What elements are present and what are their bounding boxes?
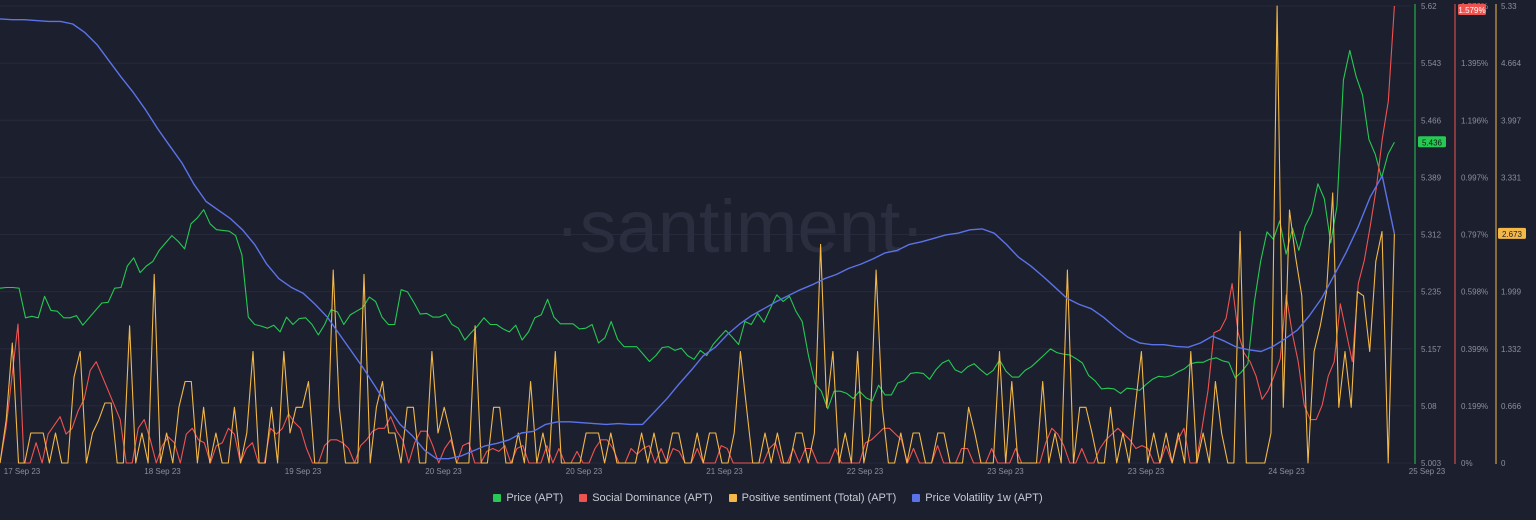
x-tick-label: 25 Sep 23 (1409, 467, 1446, 476)
current-value-badge-price: 5.436 (1418, 136, 1446, 148)
legend-item-price[interactable]: Price (APT) (493, 492, 563, 504)
legend-label-price-volatility: Price Volatility 1w (APT) (925, 492, 1043, 504)
series-line-price (0, 49, 1395, 410)
y-tick-label-social_dominance: 0.199% (1461, 402, 1488, 411)
badge-bg-social_dominance (1458, 4, 1486, 15)
y-tick-label-price: 5.466 (1421, 116, 1442, 125)
legend-label-positive-sentiment: Positive sentiment (Total) (APT) (741, 492, 897, 504)
badge-text-positive_sentiment: 2.673 (1502, 230, 1523, 239)
y-tick-label-positive_sentiment: 0 (1501, 459, 1506, 468)
x-tick-label: 20 Sep 23 (425, 467, 462, 476)
legend-swatch-social-dominance (579, 494, 588, 502)
x-tick-label: 23 Sep 23 (987, 467, 1024, 476)
y-tick-label-social_dominance: 1.196% (1461, 116, 1488, 125)
x-tick-label: 22 Sep 23 (847, 467, 884, 476)
y-tick-label-price: 5.157 (1421, 345, 1442, 354)
current-value-badge-positive_sentiment: 2.673 (1498, 227, 1526, 239)
legend-swatch-price-volatility (912, 494, 921, 502)
series-line-positive_sentiment (0, 5, 1395, 464)
x-tick-label: 17 Sep 23 (4, 467, 41, 476)
series-line-social_dominance (0, 5, 1395, 464)
legend-label-social-dominance: Social Dominance (APT) (592, 492, 713, 504)
legend-swatch-price (493, 494, 502, 502)
legend-item-social-dominance[interactable]: Social Dominance (APT) (579, 492, 713, 504)
legend-item-price-volatility[interactable]: Price Volatility 1w (APT) (912, 492, 1043, 504)
badge-text-social_dominance: 1.579% (1458, 6, 1485, 15)
series-line-price_volatility (0, 18, 1396, 460)
legend-label-price: Price (APT) (506, 492, 564, 504)
legend-item-positive-sentiment[interactable]: Positive sentiment (Total) (APT) (728, 492, 897, 504)
x-tick-label: 21 Sep 23 (706, 467, 743, 476)
x-tick-label: 20 Sep 23 (566, 467, 603, 476)
y-tick-label-social_dominance: 0.797% (1461, 231, 1488, 240)
badge-bg-positive_sentiment (1498, 227, 1526, 239)
y-tick-label-price: 5.62 (1421, 2, 1437, 11)
current-value-badge-social_dominance: 1.579% (1458, 4, 1486, 15)
badge-text-price: 5.436 (1422, 138, 1443, 147)
y-tick-label-social_dominance: 0.997% (1461, 173, 1488, 182)
series-layer (0, 5, 1396, 464)
y-tick-label-price: 5.235 (1421, 288, 1442, 297)
legend: Price (APT) Social Dominance (APT) Posit… (0, 492, 1536, 504)
y-tick-label-social_dominance: 0.598% (1461, 288, 1488, 297)
y-tick-label-social_dominance: 0% (1461, 459, 1473, 468)
y-tick-label-positive_sentiment: 0.666 (1501, 402, 1522, 411)
y-tick-label-social_dominance: 0.399% (1461, 345, 1488, 354)
y-tick-label-positive_sentiment: 5.33 (1501, 2, 1517, 11)
y-tick-label-positive_sentiment: 4.664 (1501, 59, 1522, 68)
x-tick-label: 18 Sep 23 (144, 467, 181, 476)
axis-layer: 17 Sep 23 18 Sep 23 19 Sep 23 20 Sep 23 20 S… (4, 2, 1526, 476)
x-tick-label: 23 Sep 23 (1128, 467, 1165, 476)
watermark: ·santiment· (555, 185, 925, 268)
x-tick-label: 24 Sep 23 (1268, 467, 1305, 476)
y-tick-label-price: 5.003 (1421, 459, 1442, 468)
y-tick-label-positive_sentiment: 1.332 (1501, 345, 1522, 354)
legend-swatch-positive-sentiment (728, 494, 737, 502)
badge-bg-price (1418, 136, 1446, 148)
y-tick-label-positive_sentiment: 3.997 (1501, 116, 1522, 125)
y-tick-label-price: 5.543 (1421, 59, 1442, 68)
y-tick-label-price: 5.389 (1421, 173, 1442, 182)
y-tick-label-positive_sentiment: 3.331 (1501, 173, 1522, 182)
y-tick-label-social_dominance: 1.395% (1461, 59, 1488, 68)
x-tick-label: 19 Sep 23 (285, 467, 322, 476)
y-tick-label-price: 5.08 (1421, 402, 1437, 411)
y-tick-label-positive_sentiment: 1.999 (1501, 288, 1522, 297)
y-tick-label-price: 5.312 (1421, 231, 1442, 240)
